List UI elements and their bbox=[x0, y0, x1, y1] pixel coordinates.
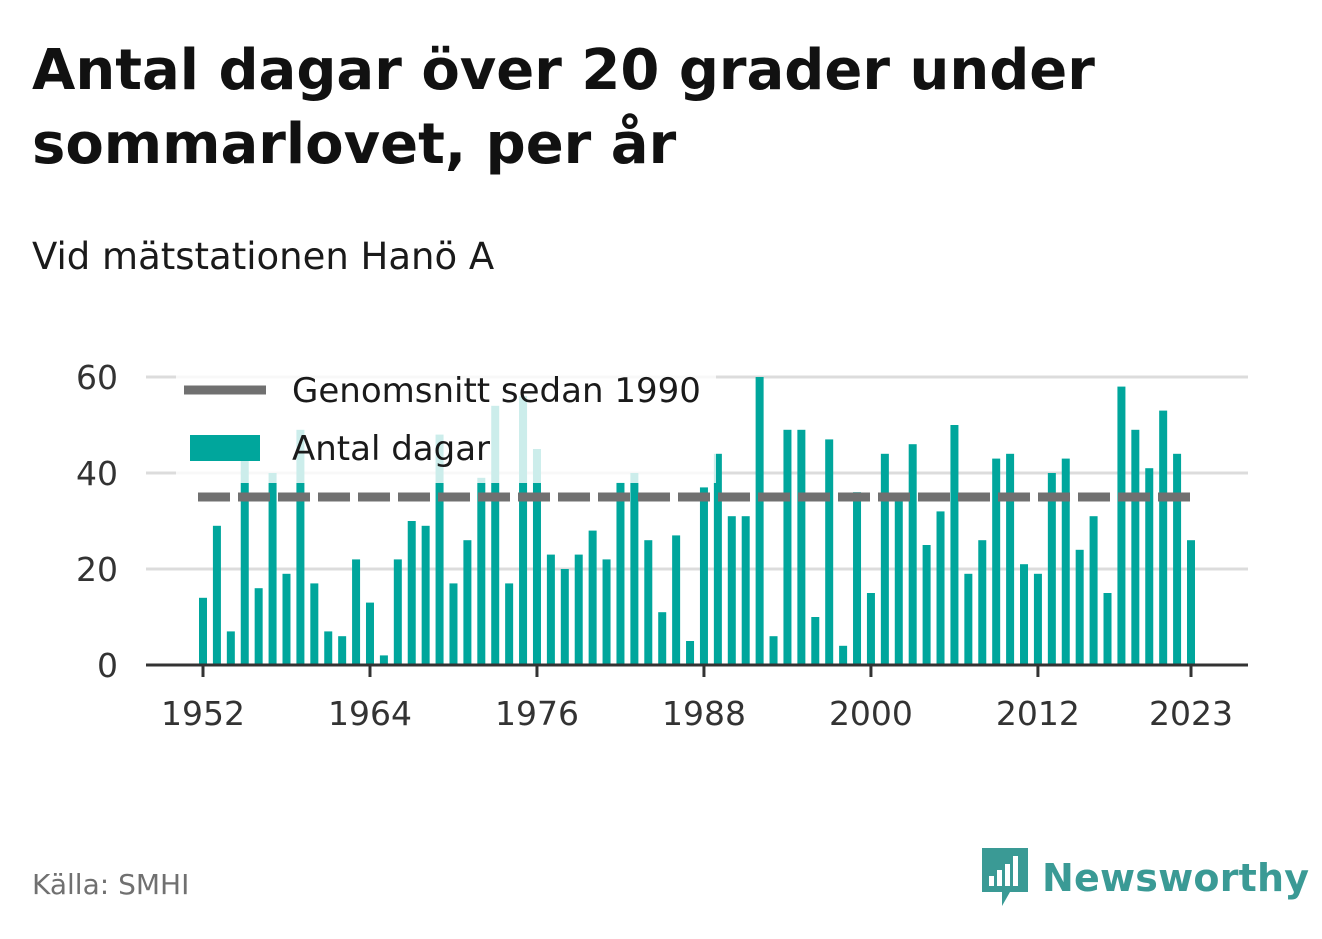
bar-2021 bbox=[1159, 410, 1168, 665]
bar-2003 bbox=[908, 444, 917, 665]
bar-2002 bbox=[894, 497, 903, 665]
bar-1986 bbox=[672, 535, 681, 665]
y-tick-label-20: 20 bbox=[76, 550, 118, 589]
bar-2022 bbox=[1173, 453, 1182, 665]
bar-1999 bbox=[853, 492, 862, 665]
bar-2013 bbox=[1047, 473, 1056, 665]
bar-1971 bbox=[463, 540, 472, 665]
bar-2015 bbox=[1075, 549, 1084, 665]
bar-1952 bbox=[199, 597, 207, 665]
bar-2023 bbox=[1187, 540, 1195, 665]
legend-label-average: Genomsnitt sedan 1990 bbox=[292, 371, 701, 411]
bar-1966 bbox=[393, 559, 402, 665]
bar-1976 bbox=[532, 449, 541, 665]
bar-1983 bbox=[630, 473, 639, 665]
chart-subtitle: Vid mätstationen Hanö A bbox=[32, 235, 495, 278]
bar-2009 bbox=[992, 458, 1001, 665]
x-tick-label-1952: 1952 bbox=[161, 694, 245, 733]
bar-1996 bbox=[811, 617, 820, 665]
bar-1993 bbox=[769, 636, 778, 665]
bar-1994 bbox=[783, 429, 792, 665]
newsworthy-logo-icon bbox=[982, 848, 1028, 906]
y-axis-ticks: 0 20 40 60 bbox=[76, 358, 118, 685]
x-tick-label-1976: 1976 bbox=[495, 694, 579, 733]
bar-2000 bbox=[866, 593, 875, 665]
bar-1978 bbox=[560, 569, 569, 665]
bar-1984 bbox=[644, 540, 653, 665]
bar-1985 bbox=[658, 612, 667, 665]
bar-1957 bbox=[268, 473, 277, 665]
bar-2005 bbox=[936, 511, 945, 665]
bar-1963 bbox=[352, 559, 361, 665]
bar-2006 bbox=[950, 425, 959, 665]
brand-logo[interactable]: Newsworthy bbox=[980, 846, 1309, 910]
bar-1980 bbox=[588, 530, 597, 665]
bar-2007 bbox=[964, 573, 973, 665]
bar-1979 bbox=[574, 554, 583, 665]
bar-1995 bbox=[797, 429, 806, 665]
source-note: Källa: SMHI bbox=[32, 868, 190, 901]
x-tick-label-2023: 2023 bbox=[1149, 694, 1233, 733]
legend: Genomsnitt sedan 1990 Antal dagar bbox=[176, 355, 716, 483]
legend-swatch-bars bbox=[190, 435, 260, 461]
x-tick-label-1964: 1964 bbox=[328, 694, 412, 733]
legend-background bbox=[176, 355, 716, 483]
bar-chart: 1952 1964 1976 1988 2000 2012 2023 0 20 40 60 Gen… bbox=[76, 355, 1248, 733]
bar-1998 bbox=[839, 645, 848, 665]
bar-2018 bbox=[1117, 386, 1126, 665]
x-tick-label-1988: 1988 bbox=[662, 694, 746, 733]
bar-1992 bbox=[755, 377, 764, 665]
bar-2019 bbox=[1131, 429, 1140, 665]
bar-2012 bbox=[1033, 573, 1042, 665]
bar-1961 bbox=[324, 631, 333, 665]
bar-1954 bbox=[226, 631, 235, 665]
bar-1988 bbox=[699, 487, 708, 665]
bar-2010 bbox=[1006, 453, 1015, 665]
bar-1970 bbox=[449, 583, 458, 665]
x-axis-ticks: 1952 1964 1976 1988 2000 2012 2023 bbox=[161, 665, 1233, 733]
bar-2011 bbox=[1020, 564, 1029, 665]
bar-2016 bbox=[1089, 516, 1098, 665]
bar-2004 bbox=[922, 545, 931, 665]
bar-2001 bbox=[880, 453, 889, 665]
bar-1991 bbox=[741, 516, 750, 665]
bar-1990 bbox=[727, 516, 736, 665]
bar-2017 bbox=[1103, 593, 1112, 665]
bar-1987 bbox=[686, 641, 695, 665]
bar-1967 bbox=[407, 521, 416, 665]
bar-1956 bbox=[254, 588, 263, 665]
bar-2020 bbox=[1145, 468, 1154, 665]
bars bbox=[199, 377, 1195, 665]
bar-1974 bbox=[505, 583, 514, 665]
bar-1962 bbox=[338, 636, 347, 665]
bar-1975 bbox=[519, 396, 528, 665]
bar-1960 bbox=[310, 583, 319, 665]
bar-1968 bbox=[421, 525, 430, 665]
bar-1982 bbox=[616, 482, 625, 665]
bar-1955 bbox=[240, 458, 249, 665]
y-tick-label-60: 60 bbox=[76, 358, 118, 397]
bar-1972 bbox=[477, 477, 486, 665]
bar-1964 bbox=[365, 602, 374, 665]
bar-1977 bbox=[546, 554, 555, 665]
y-tick-label-40: 40 bbox=[76, 454, 118, 493]
x-tick-label-2012: 2012 bbox=[996, 694, 1080, 733]
brand-name: Newsworthy bbox=[1042, 856, 1310, 900]
bar-1989 bbox=[713, 453, 722, 665]
bar-1997 bbox=[825, 439, 834, 665]
bar-1958 bbox=[282, 573, 291, 665]
bar-1969 bbox=[435, 434, 444, 665]
chart-title: Antal dagar över 20 grader under sommarl… bbox=[32, 38, 1095, 177]
bar-1981 bbox=[602, 559, 611, 665]
legend-label-bars: Antal dagar bbox=[292, 429, 490, 469]
bar-2014 bbox=[1061, 458, 1070, 665]
bar-1959 bbox=[296, 429, 305, 665]
x-tick-label-2000: 2000 bbox=[829, 694, 913, 733]
bar-2008 bbox=[978, 540, 987, 665]
bar-1965 bbox=[379, 655, 388, 665]
bar-1953 bbox=[212, 525, 221, 665]
bar-1973 bbox=[491, 405, 500, 665]
y-tick-label-0: 0 bbox=[97, 646, 118, 685]
